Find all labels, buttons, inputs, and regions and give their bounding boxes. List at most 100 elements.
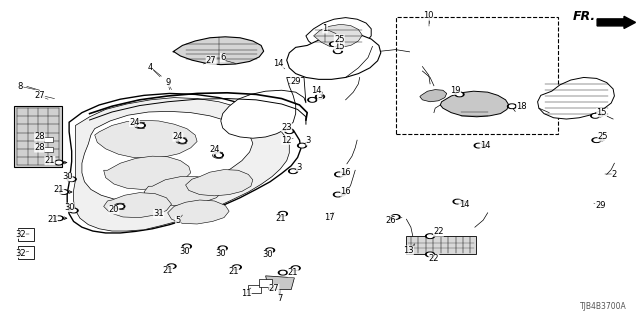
- Circle shape: [287, 130, 292, 132]
- Circle shape: [330, 42, 339, 46]
- Text: 8: 8: [18, 82, 23, 91]
- Circle shape: [118, 205, 123, 208]
- Circle shape: [289, 169, 298, 173]
- Circle shape: [54, 216, 63, 220]
- Text: 14: 14: [312, 86, 322, 95]
- Text: 22: 22: [429, 254, 439, 263]
- Text: 26: 26: [385, 216, 396, 225]
- Text: FR.: FR.: [573, 10, 596, 23]
- Circle shape: [509, 105, 515, 108]
- Polygon shape: [266, 276, 294, 290]
- Text: 21: 21: [45, 156, 55, 165]
- Text: 21: 21: [275, 214, 285, 223]
- Text: 28: 28: [35, 143, 45, 152]
- Text: 32: 32: [15, 249, 26, 258]
- Text: 6: 6: [220, 53, 225, 62]
- Text: 23: 23: [282, 123, 292, 132]
- Circle shape: [335, 193, 340, 196]
- Text: 14: 14: [273, 59, 284, 68]
- Text: 5: 5: [175, 216, 180, 225]
- Text: 30: 30: [62, 172, 72, 181]
- Circle shape: [278, 212, 287, 216]
- Text: 15: 15: [334, 42, 344, 51]
- Circle shape: [285, 129, 294, 133]
- Polygon shape: [67, 93, 301, 233]
- Circle shape: [476, 144, 481, 147]
- Text: 29: 29: [595, 201, 605, 210]
- Circle shape: [234, 266, 239, 268]
- Polygon shape: [306, 18, 371, 51]
- Text: 2: 2: [612, 170, 617, 179]
- Circle shape: [455, 92, 464, 97]
- Circle shape: [178, 139, 187, 143]
- Polygon shape: [95, 120, 197, 158]
- Circle shape: [169, 265, 174, 268]
- Polygon shape: [221, 77, 306, 138]
- Text: 4: 4: [148, 63, 153, 72]
- Circle shape: [71, 209, 76, 212]
- Circle shape: [184, 245, 189, 248]
- Circle shape: [428, 235, 433, 237]
- Circle shape: [180, 140, 185, 142]
- Text: 14: 14: [480, 141, 490, 150]
- Text: 19: 19: [451, 86, 461, 95]
- Text: 30: 30: [216, 249, 226, 258]
- Circle shape: [61, 191, 67, 193]
- Text: 21: 21: [288, 268, 298, 277]
- Circle shape: [333, 49, 342, 53]
- Circle shape: [591, 114, 600, 118]
- Text: 16: 16: [340, 168, 351, 177]
- Bar: [44, 147, 53, 152]
- Circle shape: [293, 267, 298, 269]
- Circle shape: [337, 173, 342, 176]
- Circle shape: [426, 234, 435, 238]
- Text: 27: 27: [269, 284, 279, 293]
- Circle shape: [67, 177, 76, 181]
- Text: 30: 30: [179, 247, 189, 256]
- Text: 32: 32: [15, 230, 26, 239]
- Text: 20: 20: [109, 205, 119, 214]
- Polygon shape: [74, 98, 289, 231]
- Circle shape: [266, 248, 275, 252]
- Text: 3: 3: [306, 136, 311, 145]
- Circle shape: [426, 252, 435, 257]
- Circle shape: [136, 123, 145, 128]
- Circle shape: [335, 50, 340, 52]
- Polygon shape: [186, 170, 253, 196]
- Polygon shape: [420, 90, 447, 102]
- Text: 31: 31: [154, 209, 164, 218]
- Text: 18: 18: [516, 102, 527, 111]
- Text: 21: 21: [54, 185, 64, 194]
- Circle shape: [457, 93, 462, 96]
- Polygon shape: [173, 37, 264, 65]
- Text: 14: 14: [459, 200, 469, 209]
- Circle shape: [280, 212, 285, 215]
- Circle shape: [594, 139, 599, 141]
- Text: 21: 21: [228, 267, 239, 276]
- Circle shape: [232, 265, 241, 269]
- Polygon shape: [144, 177, 223, 205]
- Text: 21: 21: [163, 266, 173, 275]
- Circle shape: [333, 192, 342, 197]
- Circle shape: [332, 43, 337, 45]
- Circle shape: [138, 124, 143, 127]
- Text: 11: 11: [241, 289, 252, 298]
- Text: 9: 9: [165, 78, 170, 87]
- Polygon shape: [287, 34, 381, 79]
- Polygon shape: [538, 77, 614, 119]
- Circle shape: [308, 98, 317, 102]
- Text: 22: 22: [433, 228, 444, 236]
- Circle shape: [298, 143, 307, 148]
- Text: 25: 25: [598, 132, 608, 141]
- Bar: [396, 17, 558, 134]
- Text: 24: 24: [129, 118, 140, 127]
- Text: 27: 27: [35, 92, 45, 100]
- Polygon shape: [14, 106, 62, 167]
- Circle shape: [167, 264, 176, 268]
- Bar: [44, 137, 53, 142]
- Circle shape: [453, 199, 462, 204]
- Circle shape: [474, 143, 483, 148]
- Circle shape: [54, 160, 63, 165]
- Text: 3: 3: [296, 163, 301, 172]
- Text: 30: 30: [64, 203, 74, 212]
